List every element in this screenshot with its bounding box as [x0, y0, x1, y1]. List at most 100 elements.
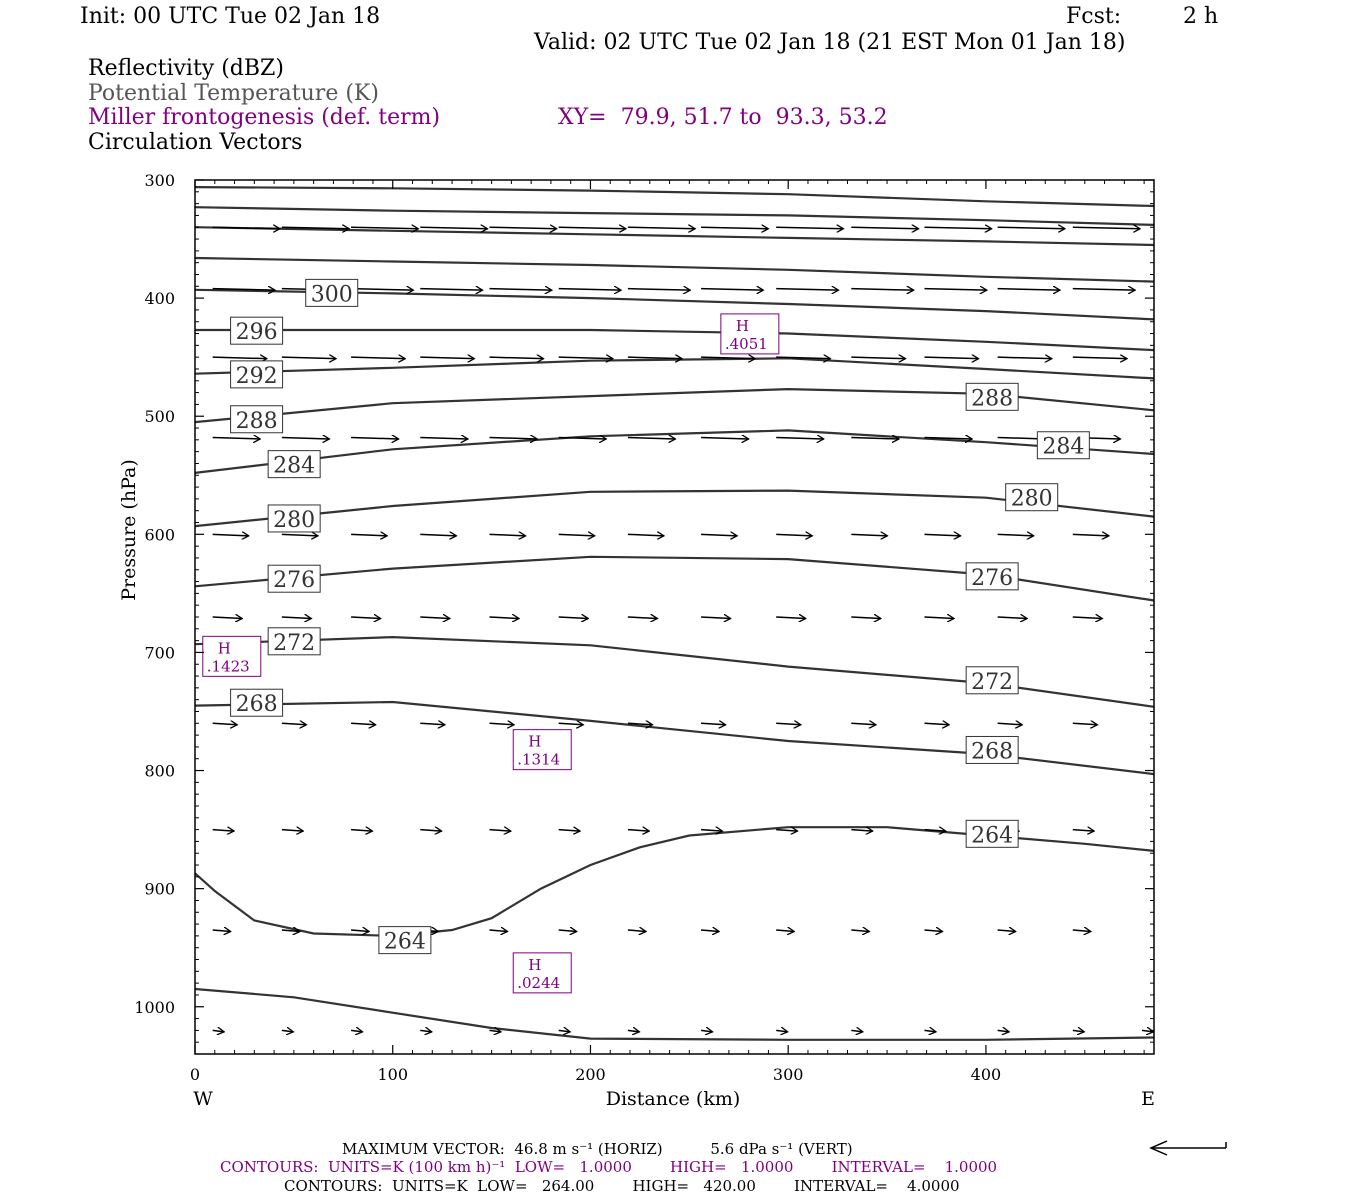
circulation-vector [701, 534, 737, 536]
circulation-vector [212, 617, 243, 619]
theta-contour-line [194, 357, 1155, 380]
contour-label-box [267, 564, 321, 593]
circulation-vector [558, 227, 626, 229]
theta-contour-line [194, 987, 1155, 1041]
circulation-vector [558, 289, 621, 291]
circulation-vector [627, 723, 653, 725]
theta-contour-line [194, 288, 1155, 321]
circulation-vector [420, 357, 474, 359]
circulation-vector [558, 437, 607, 439]
circulation-vector [420, 437, 468, 439]
valid-time: Valid: 02 UTC Tue 02 Jan 18 (21 EST Mon … [534, 30, 1126, 55]
circulation-vector [351, 357, 405, 359]
circulation-vector [212, 437, 261, 439]
circulation-vector [924, 723, 949, 725]
circulation-vector [351, 723, 376, 725]
circulation-vector [700, 930, 719, 932]
circulation-vector [701, 357, 755, 359]
circulation-vector [851, 227, 918, 229]
circulation-vector [351, 534, 387, 536]
forecast-hours: 2 h [1183, 4, 1219, 29]
circulation-vector [627, 830, 649, 832]
contour-label: 280 [273, 508, 315, 533]
theta-contour-line [194, 226, 1155, 247]
frontogenesis-max-box [202, 635, 262, 677]
contour-label-box [267, 627, 321, 656]
circulation-vector [558, 723, 584, 725]
circulation-vector [924, 357, 978, 359]
circulation-vector [212, 723, 238, 725]
legend-circulation-vectors: Circulation Vectors [88, 130, 303, 155]
circulation-vector [997, 617, 1028, 619]
circulation-vector [1072, 1030, 1084, 1032]
maximum-vector-info: MAXIMUM VECTOR: 46.8 m s⁻¹ (HORIZ) 5.6 d… [342, 1140, 853, 1158]
circulation-vector [351, 227, 418, 229]
circulation-vector [997, 357, 1052, 359]
contour-label-box [267, 450, 321, 479]
x-tick-label: 100 [377, 1065, 408, 1084]
circulation-vector [851, 534, 887, 536]
contour-label: 284 [1042, 435, 1084, 460]
frontogenesis-max-marker: H [218, 639, 231, 657]
circulation-vector [558, 534, 595, 536]
contour-label-box [230, 360, 284, 389]
y-tick-label: 500 [144, 407, 175, 426]
circulation-vector [420, 723, 445, 725]
circulation-vector [924, 930, 942, 932]
x-axis-title: Distance (km) [606, 1088, 741, 1110]
circulation-vector [701, 617, 731, 619]
circulation-vector [851, 437, 899, 439]
contour-label-box [378, 926, 432, 955]
circulation-vector [351, 437, 399, 439]
contour-label: 280 [1011, 487, 1053, 512]
circulation-vector [489, 930, 507, 932]
y-tick-label: 300 [144, 171, 175, 190]
circulation-vector [489, 437, 537, 439]
circulation-vector [776, 930, 794, 932]
circulation-vector [776, 617, 806, 619]
contour-label-box [230, 316, 284, 345]
circulation-vector [351, 930, 369, 932]
y-tick-label: 900 [144, 880, 175, 899]
circulation-vector [212, 357, 267, 359]
circulation-vector [851, 723, 876, 725]
circulation-vector [776, 437, 824, 439]
contour-label: 300 [311, 282, 353, 307]
circulation-vector [776, 227, 843, 229]
circulation-vector [851, 289, 913, 291]
frontogenesis-max-box [720, 313, 780, 355]
theta-contour-line [194, 206, 1155, 226]
contour-label: 268 [236, 692, 278, 717]
circulation-vector [701, 723, 726, 725]
circulation-vector [627, 357, 682, 359]
theta-contour-line [194, 826, 1155, 938]
circulation-vector [627, 617, 658, 619]
circulation-vector [281, 357, 336, 359]
circulation-vector [924, 289, 986, 291]
y-tick-label: 800 [144, 762, 175, 781]
circulation-vector [350, 1030, 362, 1032]
circulation-vector [627, 1030, 639, 1032]
circulation-vector [851, 357, 905, 359]
frontogenesis-max-value: .1423 [207, 657, 250, 675]
contour-label: 276 [971, 566, 1013, 591]
contour-label-box [267, 504, 321, 533]
forecast-label: Fcst: [1066, 4, 1122, 29]
contour-label: 272 [273, 631, 315, 656]
circulation-vector [924, 534, 960, 536]
circulation-vector [281, 1030, 293, 1032]
circulation-vector [489, 227, 556, 229]
theta-contour-line [194, 256, 1155, 283]
frontogenesis-max-box [512, 952, 572, 994]
circulation-vector [351, 830, 372, 832]
circulation-vector [489, 830, 510, 832]
circulation-vector [212, 1030, 224, 1032]
contour-label: 276 [273, 568, 315, 593]
contour-label-box [305, 278, 359, 307]
circulation-vector [776, 830, 797, 832]
contour-label: 268 [971, 739, 1013, 764]
circulation-vector [212, 534, 249, 536]
contour-label: 284 [273, 454, 315, 479]
circulation-vector [212, 930, 231, 932]
